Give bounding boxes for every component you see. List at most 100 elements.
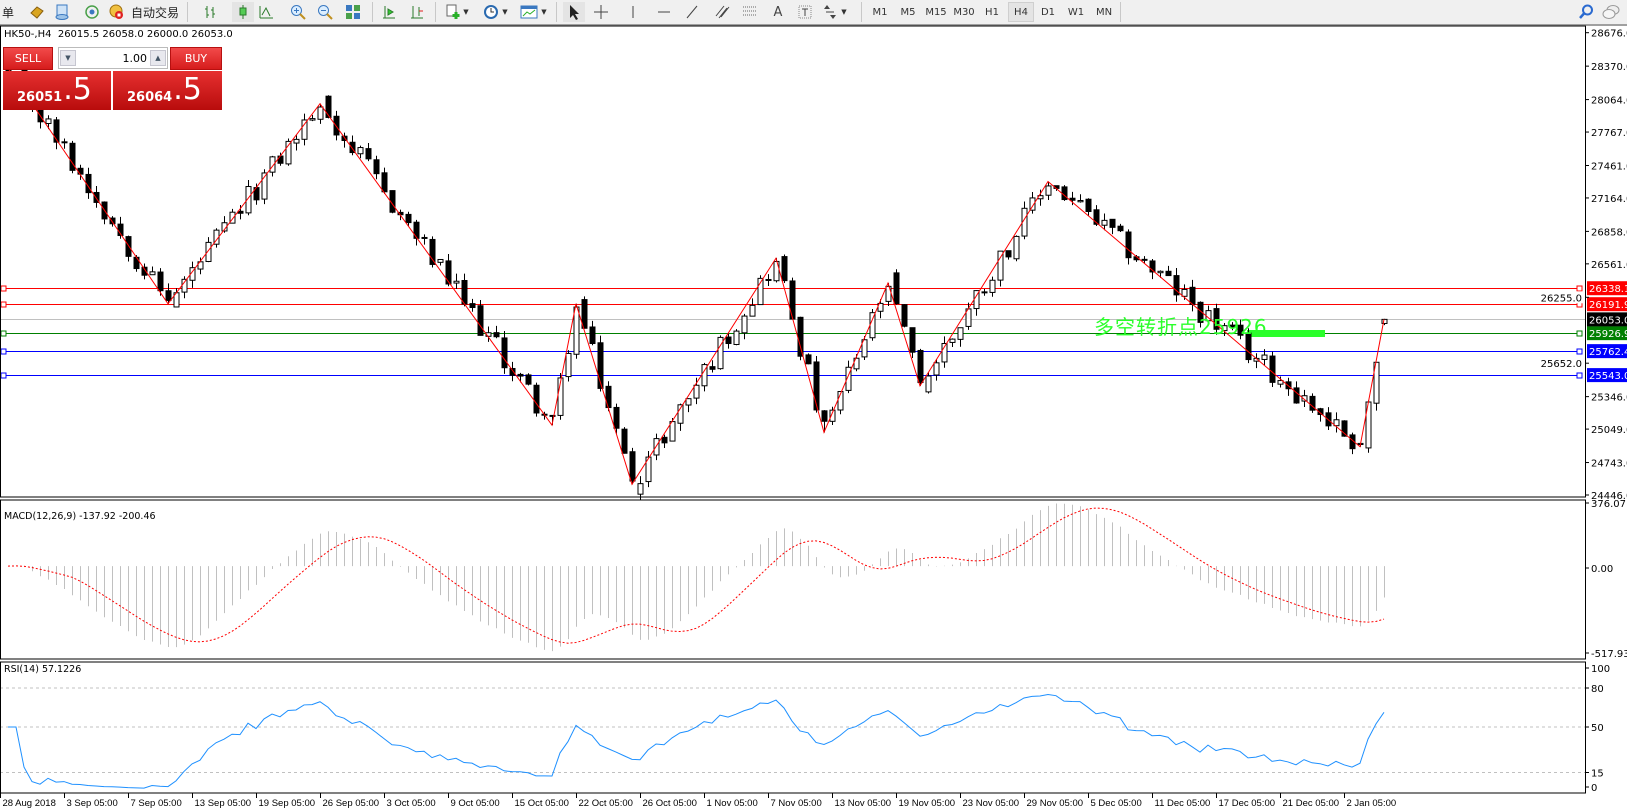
candle xyxy=(693,377,700,405)
timeframe-h1[interactable]: H1 xyxy=(985,6,999,18)
timeframe-mn[interactable]: MN xyxy=(1095,6,1113,18)
timeframe-m15[interactable]: M15 xyxy=(925,6,947,18)
autotrade-button[interactable]: 自动交易 xyxy=(129,2,181,22)
candle-body-bearish xyxy=(445,260,452,285)
candle-body-bearish xyxy=(501,337,508,369)
signals-icon[interactable] xyxy=(82,2,102,22)
market-watch-icon[interactable] xyxy=(27,2,47,22)
sell-price[interactable]: 26051.5 xyxy=(3,71,111,110)
line-chart-icon[interactable] xyxy=(256,2,276,22)
candle-body-bearish xyxy=(1309,395,1316,411)
candle xyxy=(621,427,628,454)
timeframe-d1[interactable]: D1 xyxy=(1040,6,1056,18)
autoscroll-icon[interactable] xyxy=(407,2,427,22)
separator xyxy=(1120,2,1121,22)
level-handle xyxy=(0,301,7,308)
candle xyxy=(821,410,828,433)
periods-icon[interactable] xyxy=(481,2,501,22)
new-chart-icon[interactable] xyxy=(443,2,463,22)
timeframe-w1[interactable]: W1 xyxy=(1067,6,1085,18)
timeframe-m1[interactable]: M1 xyxy=(872,6,888,18)
candle-body-bearish xyxy=(53,119,60,143)
candle xyxy=(1117,223,1124,232)
fibonacci-icon[interactable] xyxy=(740,2,760,22)
navigator-icon[interactable] xyxy=(52,2,72,22)
chat-icon[interactable] xyxy=(1600,2,1622,22)
candle-body-bearish xyxy=(429,238,436,265)
search-icon[interactable] xyxy=(1576,2,1596,22)
bar-chart-icon[interactable] xyxy=(200,2,220,22)
candle-body-bullish xyxy=(981,291,988,294)
sell-price-main: 26051 xyxy=(17,90,63,105)
buy-price[interactable]: 26064.5 xyxy=(113,71,222,110)
candle-body-bearish xyxy=(93,191,100,203)
candle xyxy=(845,360,852,394)
templates-icon[interactable] xyxy=(518,2,540,22)
cursor-icon[interactable] xyxy=(563,2,585,22)
new-chart-dropdown[interactable]: ▼ xyxy=(463,8,469,16)
candle-body-bearish xyxy=(621,428,628,454)
templates-dropdown[interactable]: ▼ xyxy=(541,8,547,16)
price-tag-label: 26338.1 xyxy=(1589,284,1627,295)
candle xyxy=(325,95,332,119)
timeframe-m30[interactable]: M30 xyxy=(953,6,975,18)
buy-label: BUY xyxy=(184,52,208,65)
tile-windows-icon[interactable] xyxy=(343,2,363,22)
time-axis-label: 22 Oct 05:00 xyxy=(579,798,633,809)
candlestick-icon[interactable] xyxy=(232,2,254,22)
text-label-icon[interactable] xyxy=(795,2,815,22)
price-axis-label: 25049.0 xyxy=(1591,425,1627,436)
pivot-annotation: 多空转折点25926 xyxy=(1094,315,1268,339)
zoom-out-icon[interactable] xyxy=(315,2,335,22)
candle xyxy=(869,308,876,341)
arrows-dropdown[interactable]: ▼ xyxy=(841,8,847,16)
sell-price-fraction: .5 xyxy=(63,72,92,107)
trendline-icon[interactable] xyxy=(682,2,702,22)
candle-body-bearish xyxy=(509,367,516,376)
candle-body-bullish xyxy=(317,106,324,120)
candle xyxy=(1141,256,1148,264)
candle-body-bullish xyxy=(653,438,660,456)
price-axis-label-bg xyxy=(1538,291,1583,304)
price-tag-label: 26053.0 xyxy=(1589,315,1627,326)
candle-body-bullish xyxy=(1157,270,1164,274)
candle-body-bullish xyxy=(941,342,948,363)
candle xyxy=(1269,351,1276,387)
candle-body-bullish xyxy=(997,250,1004,281)
sell-button[interactable]: SELL xyxy=(3,47,53,70)
periods-dropdown[interactable]: ▼ xyxy=(502,8,508,16)
buy-button[interactable]: BUY xyxy=(170,47,222,70)
timeframe-m5[interactable]: M5 xyxy=(900,6,916,18)
candle xyxy=(1021,201,1028,240)
zoom-in-icon[interactable] xyxy=(288,2,308,22)
candle xyxy=(477,300,484,336)
autotrade-icon[interactable] xyxy=(106,2,126,22)
candle-body-bullish xyxy=(1101,219,1108,226)
candle-body-bearish xyxy=(909,327,916,353)
timeframe-h4[interactable]: H4 xyxy=(1008,2,1034,22)
candle-body-bullish xyxy=(1381,318,1388,324)
candle xyxy=(925,372,932,394)
volume-increase-button[interactable]: ▲ xyxy=(150,50,166,66)
volume-decrease-button[interactable]: ▼ xyxy=(60,50,76,66)
candle xyxy=(277,152,284,166)
candle xyxy=(1229,322,1236,331)
horizontal-line-icon[interactable] xyxy=(654,2,674,22)
candle xyxy=(949,338,956,348)
text-icon[interactable]: A xyxy=(773,4,783,20)
vertical-line-icon[interactable] xyxy=(623,2,643,22)
crosshair-icon[interactable] xyxy=(591,2,611,22)
price-axis-label-bg xyxy=(1538,357,1583,370)
candle xyxy=(1109,218,1116,235)
candle-body-bullish xyxy=(549,414,556,417)
rsi-axis-label: 0 xyxy=(1591,783,1597,794)
separator xyxy=(435,2,436,22)
equidistant-channel-icon[interactable] xyxy=(712,2,732,22)
new-order-button[interactable]: 单 xyxy=(0,2,16,22)
arrows-icon[interactable] xyxy=(821,2,839,22)
candle xyxy=(605,381,612,412)
volume-input[interactable] xyxy=(77,50,147,66)
candle-body-bearish xyxy=(133,256,140,270)
chart-shift-icon[interactable] xyxy=(379,2,399,22)
